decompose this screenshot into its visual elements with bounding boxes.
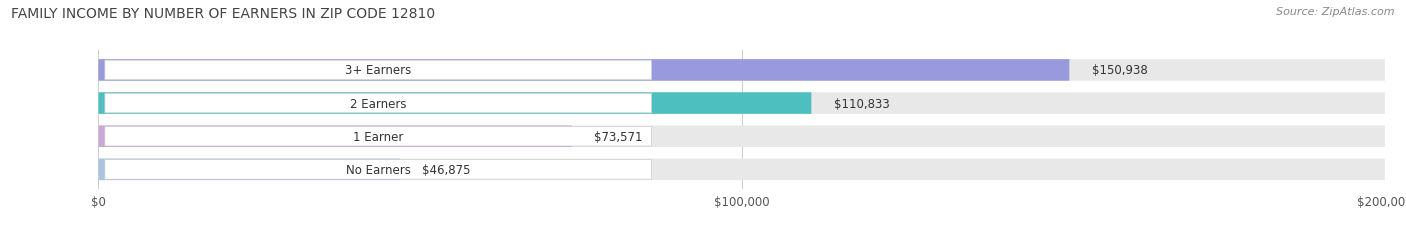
FancyBboxPatch shape xyxy=(98,60,1070,81)
Text: 1 Earner: 1 Earner xyxy=(353,130,404,143)
Text: $73,571: $73,571 xyxy=(595,130,643,143)
FancyBboxPatch shape xyxy=(105,61,651,80)
FancyBboxPatch shape xyxy=(105,160,651,179)
FancyBboxPatch shape xyxy=(105,127,651,146)
FancyBboxPatch shape xyxy=(98,93,1385,114)
FancyBboxPatch shape xyxy=(98,126,572,147)
Text: 3+ Earners: 3+ Earners xyxy=(344,64,412,77)
FancyBboxPatch shape xyxy=(105,94,651,113)
Text: Source: ZipAtlas.com: Source: ZipAtlas.com xyxy=(1277,7,1395,17)
Text: $46,875: $46,875 xyxy=(422,163,471,176)
Text: FAMILY INCOME BY NUMBER OF EARNERS IN ZIP CODE 12810: FAMILY INCOME BY NUMBER OF EARNERS IN ZI… xyxy=(11,7,436,21)
Text: $110,833: $110,833 xyxy=(834,97,890,110)
Text: No Earners: No Earners xyxy=(346,163,411,176)
FancyBboxPatch shape xyxy=(98,159,1385,180)
FancyBboxPatch shape xyxy=(98,60,1385,81)
FancyBboxPatch shape xyxy=(98,93,811,114)
Text: 2 Earners: 2 Earners xyxy=(350,97,406,110)
Text: $150,938: $150,938 xyxy=(1092,64,1147,77)
FancyBboxPatch shape xyxy=(98,159,399,180)
FancyBboxPatch shape xyxy=(98,126,1385,147)
